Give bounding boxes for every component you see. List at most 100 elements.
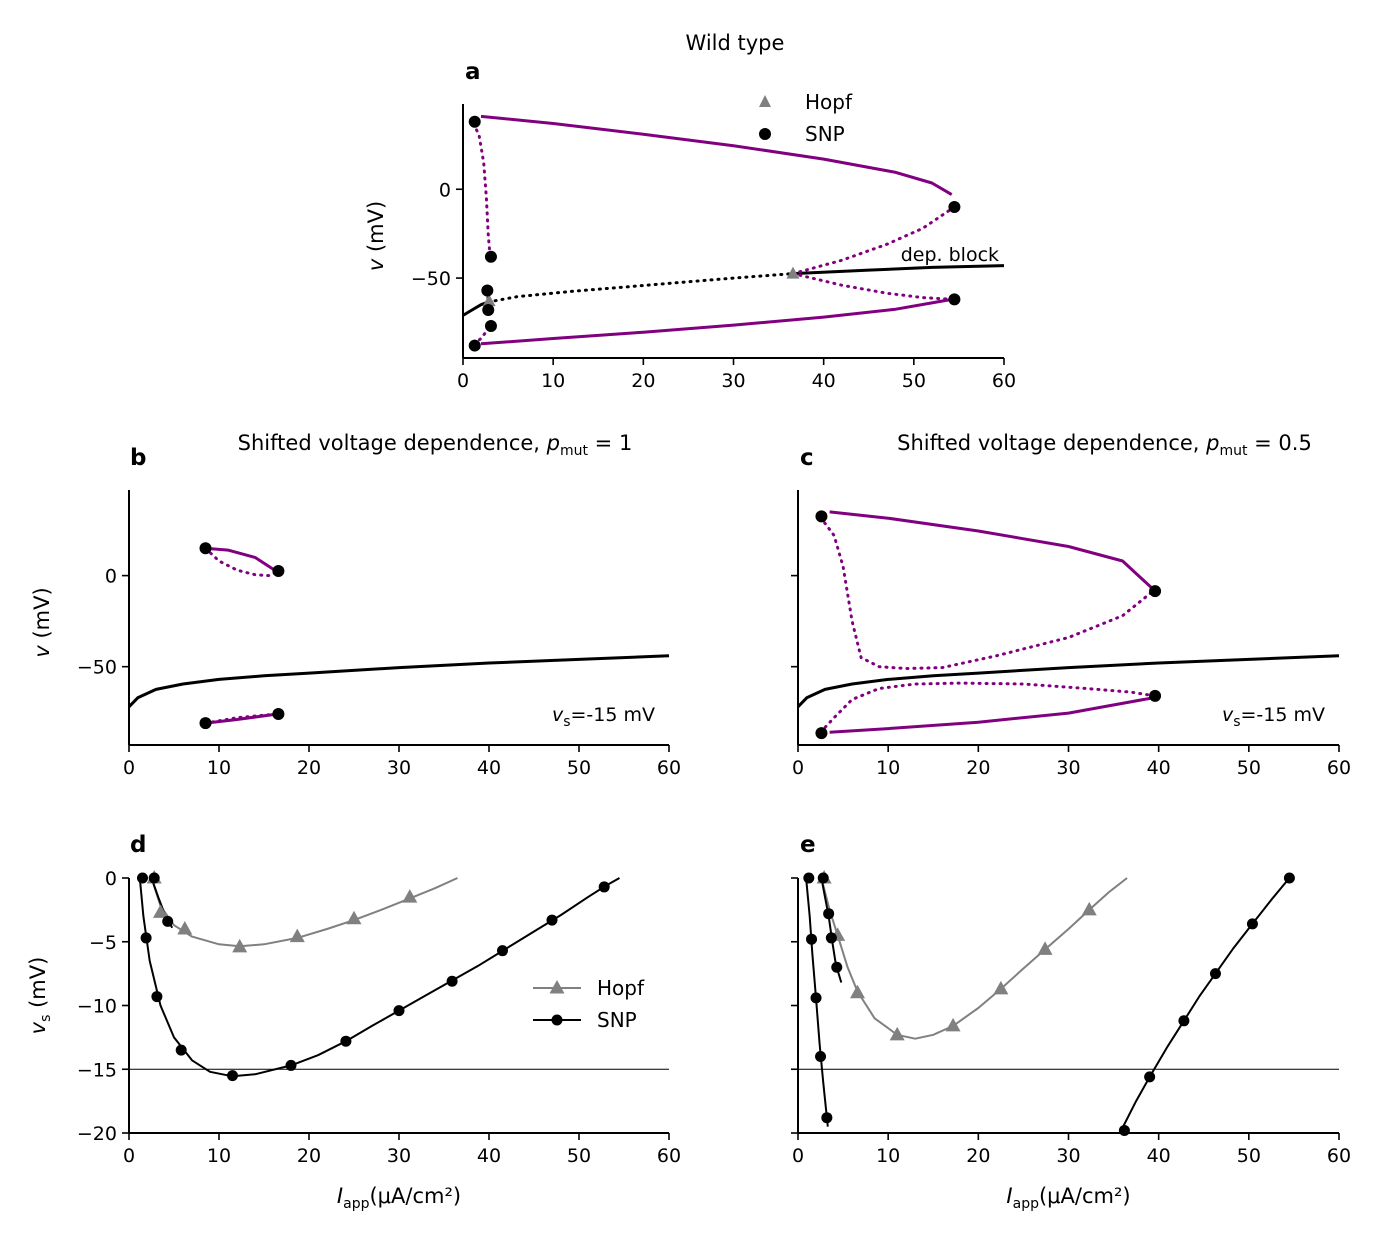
snp-marker-4 — [821, 1112, 833, 1124]
x-tick-label: 20 — [966, 1145, 990, 1167]
vs-annotation: vs=-15 mV — [1222, 704, 1325, 730]
panel-letter: e — [800, 832, 816, 858]
snp-marker-0 — [137, 872, 148, 884]
snp-marker-1 — [823, 908, 835, 920]
snp-marker-3 — [1209, 968, 1221, 980]
x-axis-label-part: I — [1006, 1184, 1012, 1208]
snp-marker-2 — [1178, 1015, 1190, 1027]
x-tick-label: 0 — [123, 757, 135, 779]
x-tick-label: 30 — [1056, 1145, 1080, 1167]
snp-marker-0 — [817, 872, 829, 884]
legend-label: SNP — [597, 1008, 637, 1032]
y-axis-label-part: s — [38, 1015, 54, 1022]
plot-area — [128, 546, 670, 725]
x-tick-label: 10 — [207, 1145, 231, 1167]
x-tick-label: 60 — [657, 757, 681, 779]
figure-title: Wild type — [686, 31, 785, 55]
hopf-marker-7 — [1081, 901, 1097, 916]
legend-hopf-marker — [759, 95, 771, 107]
x-tick-label: 0 — [123, 1145, 135, 1167]
snp-point-5 — [468, 339, 481, 352]
hopf-point-0 — [482, 294, 496, 307]
hopf-marker-4 — [945, 1017, 961, 1032]
legend-snp-marker — [551, 1014, 563, 1026]
snp-marker-9 — [497, 945, 508, 957]
panel-b: 0 10 20 30 40 50 60 0 −50 b Shifted voltage depend… — [30, 431, 681, 779]
x-tick-label: 20 — [297, 757, 321, 779]
snp-point-1 — [272, 565, 285, 578]
y-tick-label: 0 — [105, 566, 117, 588]
x-tick-label: 40 — [812, 370, 836, 392]
x-axis-label-part: (μA/cm²) — [1039, 1184, 1131, 1208]
legend-snp-marker — [759, 128, 771, 140]
plot-area — [462, 114, 1005, 346]
snp-marker-4 — [227, 1070, 238, 1082]
panel-title-part: Shifted voltage dependence, — [238, 431, 547, 455]
snp-marker-3 — [815, 1051, 827, 1062]
series-line-SNP-right — [1119, 877, 1291, 1134]
x-axis-label-part: app — [343, 1196, 369, 1212]
vs-annotation-part: s — [1233, 714, 1240, 730]
snp-marker-8 — [446, 975, 458, 987]
hopf-point-1 — [786, 266, 800, 279]
y-tick-label: −20 — [77, 1123, 117, 1145]
snp-point-6 — [948, 201, 961, 214]
snp-point-1 — [1149, 585, 1162, 598]
x-tick-label: 50 — [1237, 1145, 1261, 1167]
x-tick-label: 60 — [1327, 757, 1351, 779]
legend-label: Hopf — [597, 976, 645, 1000]
plot-area — [797, 510, 1340, 734]
panel-letter: a — [465, 59, 481, 85]
x-tick-label: 40 — [1147, 1145, 1171, 1167]
panel-a: 0 10 20 30 40 50 60 0 −50 a v (mV) dep. block Hopf SN… — [364, 59, 1016, 392]
y-axis-label-part: v — [364, 258, 388, 271]
y-tick-label: 0 — [105, 868, 117, 890]
hopf-marker-6 — [1037, 941, 1053, 955]
x-tick-label: 50 — [902, 370, 926, 392]
snp-point-3 — [482, 304, 495, 317]
x-tick-label: 0 — [792, 1145, 804, 1167]
hopf-marker-2 — [177, 921, 193, 935]
series-line-rest — [797, 654, 1340, 708]
series-line-min-unstable — [819, 681, 1156, 734]
legend-hopf-marker — [549, 980, 565, 994]
y-tick-label: −50 — [77, 657, 117, 679]
hopf-marker-6 — [402, 889, 418, 903]
series-line-min-stable — [205, 712, 278, 725]
snp-point-0 — [199, 542, 212, 555]
hopf-marker-4 — [289, 928, 305, 943]
series-line-Hopf — [150, 877, 458, 948]
hopf-marker-3 — [889, 1026, 905, 1041]
hopf-marker-1 — [153, 904, 168, 918]
x-tick-label: 10 — [207, 757, 231, 779]
x-tick-label: 10 — [541, 370, 565, 392]
x-tick-label: 20 — [966, 757, 990, 779]
series-line-SNP — [138, 877, 620, 1078]
y-axis-label-part: (mV) — [26, 957, 50, 1015]
panel-title-part: mut — [560, 443, 589, 459]
x-tick-label: 60 — [992, 370, 1016, 392]
series-line-Hopf — [820, 877, 1128, 1040]
x-tick-label: 40 — [477, 1145, 501, 1167]
panel-title-part: = 0.5 — [1247, 431, 1311, 455]
series-line-upper-max-stable — [480, 114, 953, 196]
x-tick-label: 20 — [297, 1145, 321, 1167]
series-line-max-stable — [205, 546, 279, 574]
snp-point-1 — [484, 250, 497, 263]
panel-c: 0 10 20 30 40 50 60 c Shifted voltage dependence… — [791, 431, 1351, 779]
series-line-max-unstable — [204, 546, 279, 578]
snp-marker-1 — [806, 933, 818, 945]
hopf-marker-5 — [993, 980, 1009, 995]
snp-point-3 — [272, 708, 285, 721]
snp-point-2 — [815, 727, 828, 740]
x-tick-label: 30 — [387, 1145, 411, 1167]
snp-marker-3 — [831, 961, 843, 973]
y-axis-label-part: (mV) — [364, 201, 388, 259]
panel-d: 0 10 20 30 40 50 60 0 −5 −10 −15 −20 d vs (mV) Iapp(μA… — [26, 832, 681, 1212]
x-tick-label: 10 — [876, 1145, 900, 1167]
panel-title-part: = 1 — [588, 431, 632, 455]
series-line-rest-unstable — [486, 272, 795, 304]
y-tick-label: 0 — [439, 179, 451, 201]
y-axis-label-part: v — [30, 645, 54, 658]
